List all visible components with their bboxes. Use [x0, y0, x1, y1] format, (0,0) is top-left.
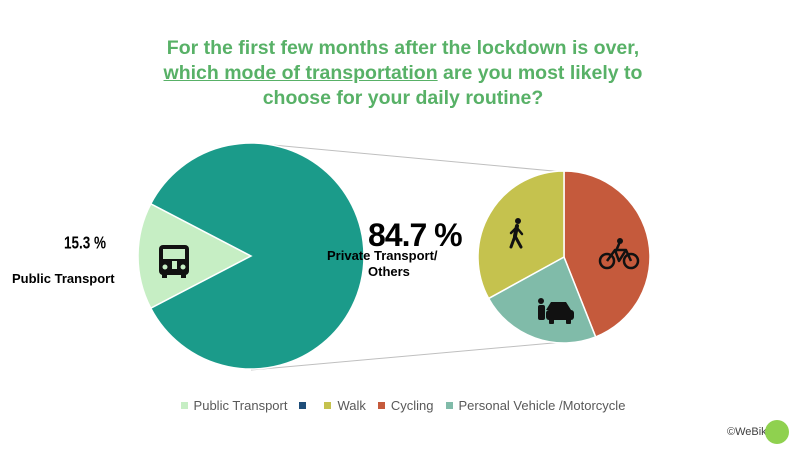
- legend-swatch: [324, 402, 332, 409]
- webike-logo: [765, 420, 789, 444]
- public-transport-value-label: 15.3 %: [64, 234, 106, 253]
- title-line-2: which mode of transportation are you mos…: [110, 61, 696, 86]
- legend-label: Public Transport: [193, 398, 288, 413]
- connector-bottom: [250, 341, 565, 371]
- title-line-1: For the first few months after the lockd…: [166, 37, 640, 59]
- title-line-3: choose for your daily routine?: [262, 87, 544, 109]
- private-transport-category-label-line-1: Private Transport/: [327, 248, 438, 263]
- legend-swatch: [299, 402, 307, 409]
- legend-label: Cycling: [390, 398, 434, 413]
- legend-item: Walk: [324, 398, 366, 413]
- bus-icon: [159, 245, 189, 278]
- connector-top: [250, 142, 565, 173]
- legend-swatch: [180, 402, 188, 409]
- legend-item: [299, 402, 312, 409]
- private-transport-value-label: 84.7 %: [368, 217, 462, 253]
- legend-swatch: [377, 402, 385, 409]
- copyright-text: ©WeBike: [727, 426, 773, 438]
- legend-label: Walk: [337, 398, 366, 413]
- connector-lines: [250, 142, 565, 371]
- chart-legend: Public Transport Walk Cycling Personal V…: [0, 398, 806, 413]
- legend-item: Cycling: [377, 398, 434, 413]
- pie-slice-public-transport: [137, 202, 253, 310]
- legend-item: Public Transport: [180, 398, 288, 413]
- public-transport-category-label: Public Transport: [12, 271, 115, 286]
- legend-label: Personal Vehicle /Motorcycle: [458, 398, 626, 413]
- legend-item: Personal Vehicle /Motorcycle: [445, 398, 626, 413]
- private-transport-category-label-line-2: Others: [368, 264, 410, 279]
- legend-swatch: [445, 402, 453, 409]
- pie-slice-private-transport-others: [149, 142, 365, 370]
- walking-person-icon: [509, 218, 524, 249]
- bicycle-icon: [598, 238, 640, 270]
- chart-title: For the first few months after the lockd…: [110, 36, 696, 111]
- main-pie: [137, 142, 365, 370]
- car-icon: [538, 298, 574, 324]
- title-line-2-rest: are you most likely to: [437, 62, 643, 84]
- title-underlined-phrase: which mode of transportation: [163, 62, 438, 84]
